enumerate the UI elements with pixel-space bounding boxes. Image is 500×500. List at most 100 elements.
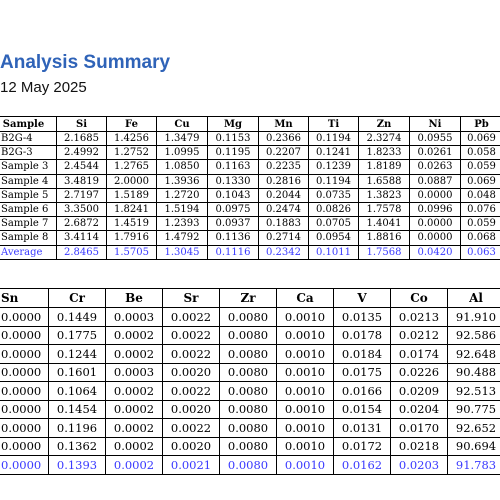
table-cell: 0.0955: [409, 130, 461, 147]
table-cell: Sample 8: [0, 230, 57, 246]
table-cell: 0.0010: [276, 325, 334, 345]
table-cell: 0.0080: [219, 418, 277, 438]
table-cell: 0.0705: [308, 216, 359, 232]
table-cell: 0.0080: [219, 307, 277, 327]
table-cell: 1.7578: [358, 201, 410, 218]
table-cell: 90.694: [447, 436, 500, 456]
column-header-zr: Zr: [219, 288, 277, 308]
table-cell: 0.0080: [219, 436, 277, 456]
table-cell: 0.0826: [308, 201, 359, 218]
table-cell: 1.3479: [156, 130, 208, 147]
table-cell: 2.8465: [56, 244, 107, 260]
table-cell: 0.068: [460, 230, 500, 246]
column-header-sample: Sample: [0, 116, 57, 132]
table-cell: 0.1330: [207, 173, 259, 189]
table-cell: 92.586: [447, 325, 500, 345]
average-row: Average 2.8465 1.5705 1.3045 0.1116 0.2342 0.1…: [0, 244, 500, 260]
table-cell: 1.3936: [156, 173, 208, 189]
table-cell: 2.1685: [56, 130, 107, 147]
table-cell: 0.0080: [219, 344, 277, 364]
column-header-zn: Zn: [358, 116, 410, 132]
table-cell: 0.0010: [276, 436, 334, 456]
table-cell: 0.0000: [0, 399, 49, 419]
table-row: 0.0000 0.1775 0.0002 0.0022 0.0080 0.0010 0.01…: [0, 325, 500, 345]
table-cell: 0.1244: [48, 344, 106, 364]
table-cell: 91.783: [447, 455, 500, 475]
table-cell: 0.0080: [219, 455, 277, 475]
table-cell: 1.7568: [358, 244, 410, 260]
table-cell: 0.059: [460, 159, 500, 175]
table-cell: 1.3823: [358, 187, 410, 203]
table-cell: 0.0174: [390, 344, 448, 364]
table-cell: 0.0204: [390, 399, 448, 419]
table-row: Sample 6 3.3500 1.8241 1.5194 0.0975 0.2474 0.…: [0, 201, 500, 218]
table-cell: 0.2816: [258, 173, 309, 189]
table-cell: 0.2366: [258, 130, 309, 147]
table-row: B2G-4 2.1685 1.4256 1.3479 0.1153 0.2366 0.119…: [0, 130, 500, 147]
table-cell: 0.059: [460, 216, 500, 232]
table-cell: 1.8189: [358, 159, 410, 175]
table-cell: 0.0002: [105, 455, 163, 475]
table-cell: 0.0002: [105, 418, 163, 438]
table-cell: 0.2044: [258, 187, 309, 203]
composition-table-primary: Sample Si Fe Cu Mg Mn Ti Zn Ni Pb B2G-4 2…: [0, 116, 500, 260]
table-cell: 0.0020: [162, 399, 220, 419]
table-cell: B2G-4: [0, 130, 57, 147]
table-cell: 0.0080: [219, 399, 277, 419]
column-header-mn: Mn: [258, 116, 309, 132]
column-header-sn: Sn: [0, 288, 49, 308]
table-row: 0.0000 0.1449 0.0003 0.0022 0.0080 0.0010 0.01…: [0, 307, 500, 327]
table-row: 0.0000 0.1244 0.0002 0.0022 0.0080 0.0010 0.01…: [0, 344, 500, 364]
table-cell: 0.0010: [276, 418, 334, 438]
table-cell: 0.0022: [162, 418, 220, 438]
table-cell: 0.0010: [276, 344, 334, 364]
table-cell: 1.4041: [358, 216, 410, 232]
table-cell: 0.0184: [333, 344, 391, 364]
table-cell: 0.1153: [207, 130, 259, 147]
table-cell: 0.1241: [308, 145, 359, 161]
column-header-si: Si: [56, 116, 107, 132]
table-cell: 92.513: [447, 381, 500, 401]
table-cell: 90.488: [447, 362, 500, 382]
table-cell: 0.1393: [48, 455, 106, 475]
table-cell: 1.4519: [106, 216, 157, 232]
table-cell: 0.0735: [308, 187, 359, 203]
table-cell: 0.2714: [258, 230, 309, 246]
table-cell: 0.0000: [0, 325, 49, 345]
table-cell: 1.0995: [156, 145, 208, 161]
table-cell: 0.0172: [333, 436, 391, 456]
table-cell: 1.2752: [106, 145, 157, 161]
table-cell: 0.0000: [409, 187, 461, 203]
column-header-mg: Mg: [207, 116, 259, 132]
table-cell: 1.2720: [156, 187, 208, 203]
table-cell: 1.0850: [156, 159, 208, 175]
table-cell: 0.058: [460, 145, 500, 161]
table-cell: 0.0002: [105, 436, 163, 456]
table-cell: 0.0000: [0, 455, 49, 475]
table-cell: 0.1194: [308, 173, 359, 189]
table-cell: 0.0975: [207, 201, 259, 218]
table-row: 0.0000 0.1196 0.0002 0.0022 0.0080 0.0010 0.01…: [0, 418, 500, 438]
table-cell: 1.4792: [156, 230, 208, 246]
table-cell: 0.2342: [258, 244, 309, 260]
average-row: 0.0000 0.1393 0.0002 0.0021 0.0080 0.0010 0.01…: [0, 455, 500, 475]
table-row: 0.0000 0.1362 0.0002 0.0020 0.0080 0.0010 0.01…: [0, 436, 500, 456]
table-cell: 0.1196: [48, 418, 106, 438]
table-cell: 0.0010: [276, 381, 334, 401]
table-cell: 0.0000: [0, 381, 49, 401]
table-cell: 0.0022: [162, 344, 220, 364]
table-cell: 0.0020: [162, 362, 220, 382]
table-cell: 0.0263: [409, 159, 461, 175]
table-cell: 1.6588: [358, 173, 410, 189]
table-cell: 3.3500: [56, 201, 107, 218]
table-cell: 0.0213: [390, 307, 448, 327]
table-cell: 0.1064: [48, 381, 106, 401]
table-cell: 92.652: [447, 418, 500, 438]
table-cell: 0.0002: [105, 381, 163, 401]
table-cell: 0.0000: [409, 216, 461, 232]
table-cell: 0.0080: [219, 381, 277, 401]
table-cell: 0.0000: [0, 344, 49, 364]
table-cell: 0.1883: [258, 216, 309, 232]
report-date: 12 May 2025: [0, 79, 87, 96]
table-cell: Sample 5: [0, 187, 57, 203]
